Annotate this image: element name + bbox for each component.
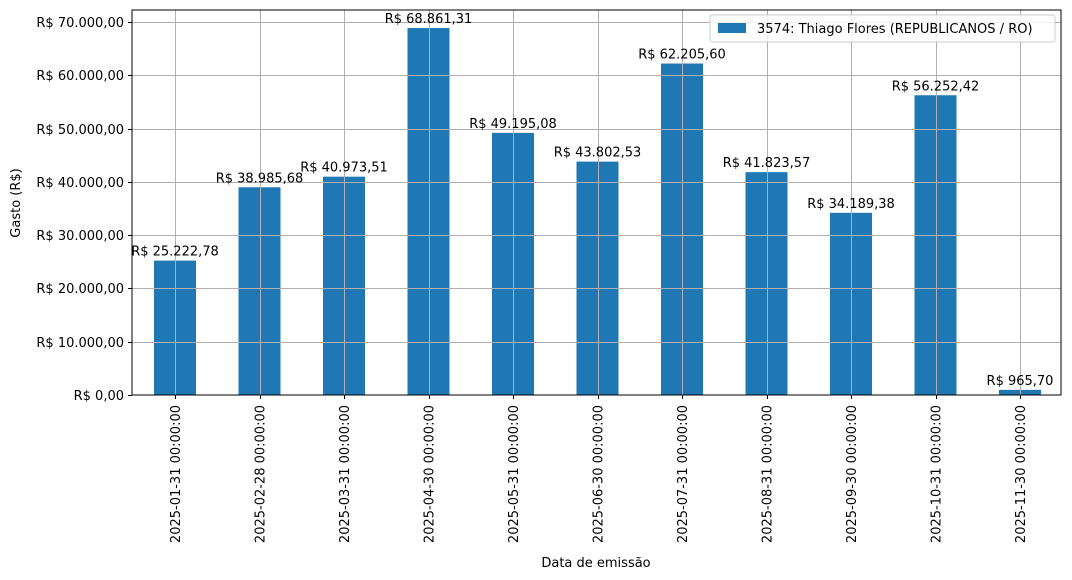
bar-value-label: R$ 25.222,78 bbox=[131, 245, 219, 260]
y-tick-label: R$ 0,00 bbox=[74, 389, 124, 404]
y-tick-label: R$ 10.000,00 bbox=[36, 336, 124, 351]
legend: 3574: Thiago Flores (REPUBLICANOS / RO) bbox=[709, 14, 1056, 43]
x-tick-label: 2025-01-31 00:00:00 bbox=[169, 405, 184, 543]
bar-value-label: R$ 965,70 bbox=[987, 374, 1054, 389]
legend-box bbox=[709, 14, 1056, 43]
y-tick-label: R$ 50.000,00 bbox=[36, 123, 124, 138]
x-axis-label: Data de emissão bbox=[541, 556, 650, 571]
bar-value-label: R$ 49.195,08 bbox=[469, 117, 557, 132]
x-tick-label: 2025-02-28 00:00:00 bbox=[254, 405, 269, 543]
bar-value-label: R$ 68.861,31 bbox=[385, 12, 473, 27]
y-tick-label: R$ 40.000,00 bbox=[36, 176, 124, 191]
x-tick-label: 2025-06-30 00:00:00 bbox=[592, 405, 607, 543]
bar-value-label: R$ 34.189,38 bbox=[807, 197, 895, 212]
bar bbox=[745, 172, 788, 395]
axes-frame bbox=[131, 9, 1062, 396]
legend-swatch bbox=[718, 23, 746, 33]
y-tick-label: R$ 70.000,00 bbox=[36, 16, 124, 31]
bar-value-label: R$ 62.205,60 bbox=[638, 48, 726, 63]
x-tick-label: 2025-09-30 00:00:00 bbox=[845, 405, 860, 543]
x-axis-ticks: 2025-01-31 00:00:00 2025-02-28 00:00:00 20… bbox=[169, 395, 1029, 543]
bar-value-label: R$ 41.823,57 bbox=[723, 156, 811, 171]
y-tick-label: R$ 60.000,00 bbox=[36, 69, 124, 84]
x-tick-label: 2025-08-31 00:00:00 bbox=[761, 405, 776, 543]
bar bbox=[914, 95, 957, 396]
x-tick-label: 2025-03-31 00:00:00 bbox=[338, 405, 353, 543]
legend-label: 3574: Thiago Flores (REPUBLICANOS / RO) bbox=[757, 22, 1033, 37]
x-tick-label: 2025-11-30 00:00:00 bbox=[1014, 405, 1029, 543]
x-tick-label: 2025-10-31 00:00:00 bbox=[930, 405, 945, 543]
bar bbox=[238, 187, 281, 395]
bar-value-label: R$ 38.985,68 bbox=[216, 171, 304, 186]
grid-lines bbox=[132, 10, 1061, 395]
y-axis-ticks: R$ 0,00 R$ 10.000,00 R$ 20.000,00 R$ 30.000… bbox=[36, 16, 132, 404]
bar-value-label: R$ 40.973,51 bbox=[300, 161, 388, 176]
x-tick-label: 2025-07-31 00:00:00 bbox=[676, 405, 691, 543]
y-tick-label: R$ 20.000,00 bbox=[36, 282, 124, 297]
bar bbox=[407, 28, 450, 395]
y-tick-label: R$ 30.000,00 bbox=[36, 229, 124, 244]
bar bbox=[576, 161, 619, 395]
bar-value-label: R$ 56.252,42 bbox=[892, 79, 980, 94]
y-axis-label: Gasto (R$) bbox=[9, 168, 24, 237]
bar-value-label: R$ 43.802,53 bbox=[554, 146, 642, 161]
x-tick-label: 2025-05-31 00:00:00 bbox=[507, 405, 522, 543]
x-tick-label: 2025-04-30 00:00:00 bbox=[423, 405, 438, 543]
bar-value-labels: R$ 25.222,78 R$ 38.985,68R$ 40.973,51 R$ 6… bbox=[131, 12, 1053, 389]
